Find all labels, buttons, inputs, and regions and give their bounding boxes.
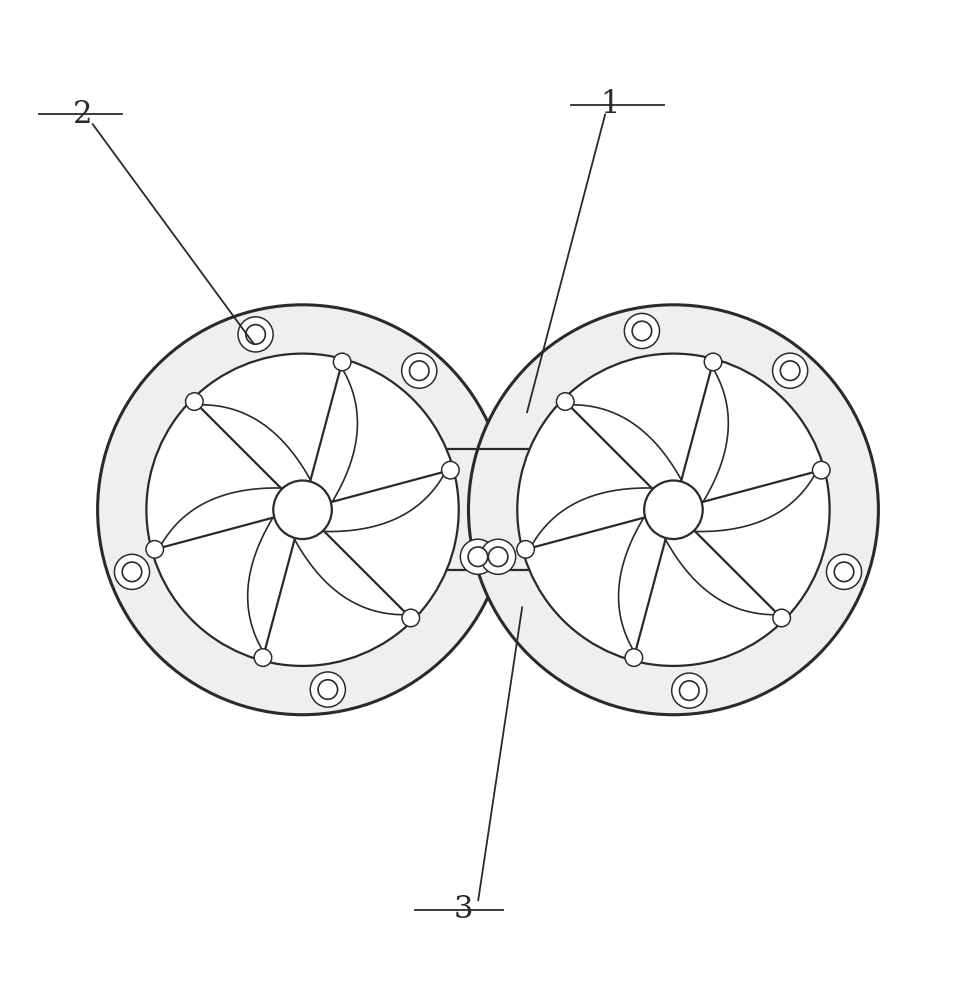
Circle shape bbox=[273, 480, 332, 539]
Circle shape bbox=[480, 539, 515, 574]
Circle shape bbox=[310, 672, 346, 707]
Circle shape bbox=[410, 361, 429, 380]
Circle shape bbox=[679, 681, 699, 700]
Circle shape bbox=[773, 609, 791, 627]
Circle shape bbox=[812, 461, 830, 479]
Circle shape bbox=[98, 305, 508, 715]
Circle shape bbox=[185, 393, 203, 410]
Circle shape bbox=[114, 554, 149, 589]
Circle shape bbox=[488, 547, 508, 567]
Circle shape bbox=[468, 305, 878, 715]
Circle shape bbox=[461, 539, 496, 574]
Text: 3: 3 bbox=[454, 894, 473, 925]
Text: 2: 2 bbox=[73, 99, 93, 130]
Circle shape bbox=[402, 353, 437, 388]
Circle shape bbox=[773, 353, 808, 388]
Circle shape bbox=[781, 361, 800, 380]
Circle shape bbox=[468, 547, 488, 567]
Circle shape bbox=[556, 393, 574, 410]
Circle shape bbox=[517, 354, 830, 666]
Circle shape bbox=[644, 480, 703, 539]
Circle shape bbox=[254, 649, 271, 666]
Circle shape bbox=[625, 313, 660, 349]
Circle shape bbox=[238, 317, 273, 352]
Circle shape bbox=[441, 461, 459, 479]
Circle shape bbox=[402, 609, 420, 627]
Circle shape bbox=[834, 562, 854, 582]
Polygon shape bbox=[415, 449, 561, 570]
Circle shape bbox=[146, 541, 164, 558]
Text: 1: 1 bbox=[600, 89, 620, 120]
Circle shape bbox=[827, 554, 862, 589]
Circle shape bbox=[246, 325, 265, 344]
Circle shape bbox=[146, 354, 459, 666]
Circle shape bbox=[625, 649, 642, 666]
Circle shape bbox=[705, 353, 722, 371]
Circle shape bbox=[671, 673, 707, 708]
Circle shape bbox=[517, 541, 535, 558]
Circle shape bbox=[122, 562, 142, 582]
Circle shape bbox=[318, 680, 338, 699]
Circle shape bbox=[334, 353, 351, 371]
Circle shape bbox=[632, 321, 652, 341]
